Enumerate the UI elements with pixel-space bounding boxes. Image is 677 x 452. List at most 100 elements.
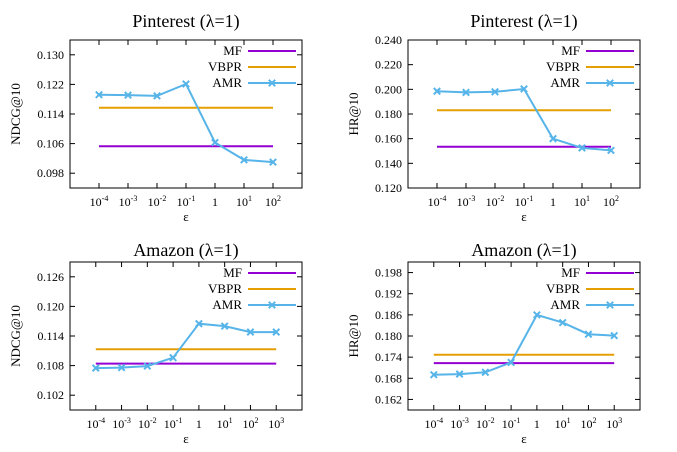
x-tick-base: 10 (476, 417, 488, 431)
x-tick-exponent: -1 (514, 416, 521, 425)
data-point (240, 155, 248, 164)
data-point (532, 310, 541, 319)
x-tick-base: 10 (486, 195, 498, 209)
x-tick-exponent: -4 (440, 194, 447, 203)
data-point (491, 87, 499, 96)
legend-label: AMR (550, 297, 580, 312)
x-tick-exponent: 1 (248, 194, 252, 203)
x-axis-label: ε (183, 209, 189, 224)
y-tick-label: 0.198 (375, 266, 402, 280)
chart-title: Pinterest (λ=1) (132, 11, 239, 32)
x-tick-base: 10 (138, 417, 150, 431)
x-tick-label: 1 (534, 417, 540, 431)
y-tick-label: 0.174 (375, 350, 402, 364)
y-tick-label: 0.106 (37, 137, 64, 151)
data-point (507, 358, 516, 367)
x-tick-exponent: 2 (277, 194, 281, 203)
x-tick-label: 10-3 (119, 194, 138, 209)
x-tick-exponent: -3 (462, 416, 469, 425)
x-tick-label: 10-4 (428, 194, 447, 209)
x-axis-label: ε (183, 431, 189, 446)
series-line-amr (95, 322, 277, 370)
data-point (578, 144, 586, 152)
x-tick-exponent: -1 (189, 194, 196, 203)
x-tick-base: 10 (112, 417, 124, 431)
legend-label: MF (223, 43, 242, 58)
data-point (481, 368, 490, 377)
x-tick-label: 103 (606, 416, 622, 431)
data-point (269, 158, 277, 167)
data-point (246, 328, 255, 336)
data-point (433, 87, 441, 96)
x-tick-exponent: 1 (229, 416, 233, 425)
legend-marker (606, 79, 614, 87)
data-point (610, 331, 619, 340)
x-tick-exponent: 2 (592, 416, 596, 425)
x-tick-label: 10-1 (164, 416, 183, 431)
x-tick-base: 10 (86, 417, 98, 431)
y-tick-label: 0.140 (375, 156, 402, 170)
x-tick-exponent: -2 (150, 416, 157, 425)
x-tick-label: 1 (196, 417, 202, 431)
data-point (584, 330, 593, 339)
chart-panel-3: Amazon (λ=1)0.1020.1080.1140.1200.12610-… (8, 240, 303, 446)
chart-title: Amazon (λ=1) (471, 240, 576, 261)
x-tick-base: 1 (196, 417, 202, 431)
data-point (124, 91, 132, 100)
data-point (607, 146, 615, 155)
x-tick-label: 10-2 (486, 194, 505, 209)
x-tick-label: 103 (268, 416, 284, 431)
x-tick-label: 10-3 (457, 194, 476, 209)
plot-frame (407, 39, 641, 189)
x-tick-label: 10-2 (148, 194, 167, 209)
data-point (549, 134, 557, 143)
plot-frame (69, 261, 303, 411)
y-tick-label: 0.098 (37, 166, 64, 180)
legend-label: VBPR (546, 59, 580, 74)
x-tick-label: 10-1 (177, 194, 196, 209)
x-tick-base: 10 (242, 417, 254, 431)
y-tick-label: 0.180 (375, 329, 402, 343)
chart-title: Pinterest (λ=1) (470, 11, 577, 32)
legend-label: VBPR (208, 59, 242, 74)
legend-label: AMR (550, 75, 580, 90)
x-tick-base: 10 (580, 417, 592, 431)
x-tick-exponent: -3 (124, 416, 131, 425)
x-tick-base: 10 (177, 195, 189, 209)
data-point (117, 363, 126, 372)
y-tick-label: 0.180 (375, 107, 402, 121)
x-tick-base: 10 (424, 417, 436, 431)
x-axis-label: ε (521, 209, 527, 224)
data-point (272, 328, 281, 336)
x-tick-label: 102 (265, 194, 281, 209)
x-tick-label: 102 (603, 194, 619, 209)
data-point (211, 138, 219, 147)
x-tick-label: 101 (217, 416, 233, 431)
x-tick-label: 10-3 (450, 416, 469, 431)
y-tick-label: 0.160 (375, 132, 402, 146)
legend-label: MF (223, 265, 242, 280)
legend-marker (268, 301, 276, 309)
y-tick-label: 0.168 (375, 371, 402, 385)
data-point (455, 370, 464, 378)
y-tick-label: 0.162 (375, 392, 402, 406)
x-tick-base: 10 (555, 417, 567, 431)
x-tick-label: 10-2 (476, 416, 495, 431)
data-point (462, 88, 470, 97)
x-tick-base: 10 (603, 195, 615, 209)
x-tick-label: 101 (555, 416, 571, 431)
legend-label: AMR (212, 75, 242, 90)
y-tick-label: 0.186 (375, 308, 402, 322)
legend-label: VBPR (208, 281, 242, 296)
y-tick-label: 0.130 (37, 48, 64, 62)
x-axis-label: ε (521, 431, 527, 446)
x-tick-base: 1 (212, 195, 218, 209)
x-tick-exponent: -2 (498, 194, 505, 203)
x-tick-base: 1 (550, 195, 556, 209)
x-tick-exponent: -2 (160, 194, 167, 203)
y-axis-label: HR@10 (346, 314, 361, 357)
data-point (520, 85, 528, 93)
x-tick-base: 10 (90, 195, 102, 209)
chart-panel-1: Pinterest (λ=1) 0.098 0.106 0.114 0.122 0.130… (8, 11, 303, 224)
y-tick-label: 0.120 (375, 181, 402, 195)
